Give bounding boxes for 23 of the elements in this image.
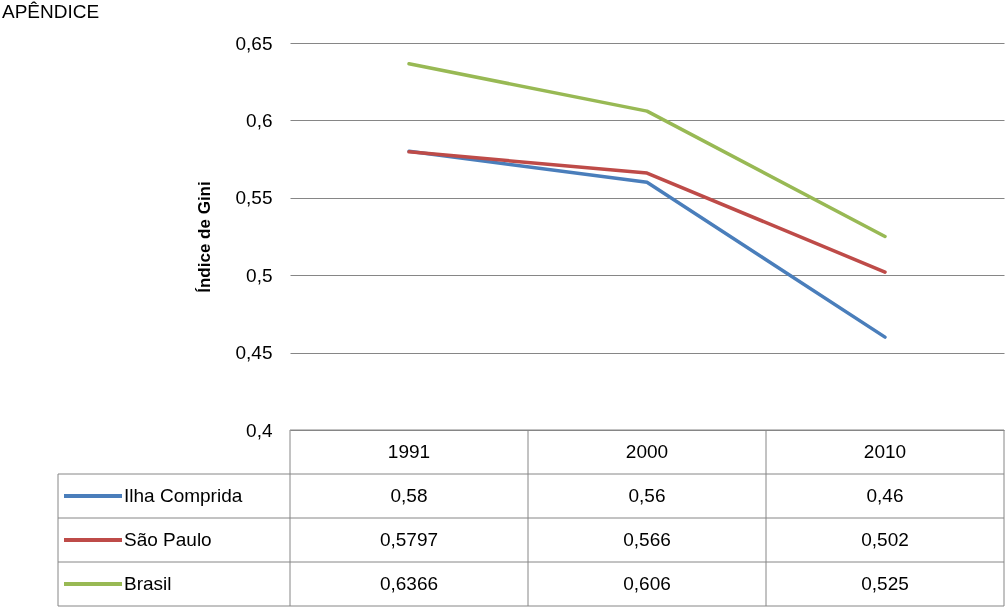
data-label: 0,606 (623, 573, 671, 594)
data-label: 0,502 (861, 529, 909, 550)
data-label: 0,566 (623, 529, 671, 550)
y-tick-label: 0,4 (246, 419, 273, 441)
legend-label: São Paulo (124, 529, 212, 550)
data-label: 0,58 (390, 485, 428, 506)
data-label: 0,6366 (379, 573, 439, 594)
y-axis-title: Índice de Gini (194, 181, 214, 293)
y-tick-label: 0,65 (235, 32, 273, 54)
x-tick-label: 1991 (387, 441, 431, 462)
y-tick-label: 0,55 (235, 187, 273, 209)
x-tick-label: 2010 (863, 441, 907, 462)
x-tick-label: 2000 (625, 441, 669, 462)
data-label: 0,5797 (379, 529, 439, 550)
y-tick-label: 0,6 (246, 109, 273, 131)
legend-label: Brasil (124, 573, 172, 594)
legend-label: Ilha Comprida (124, 485, 243, 506)
y-tick-label: 0,5 (246, 264, 273, 286)
data-label: 0,56 (628, 485, 666, 506)
y-tick-label: 0,45 (235, 342, 273, 364)
text: APÊNDICE (2, 1, 100, 22)
data-label: 0,525 (861, 573, 909, 594)
data-label: 0,46 (866, 485, 904, 506)
